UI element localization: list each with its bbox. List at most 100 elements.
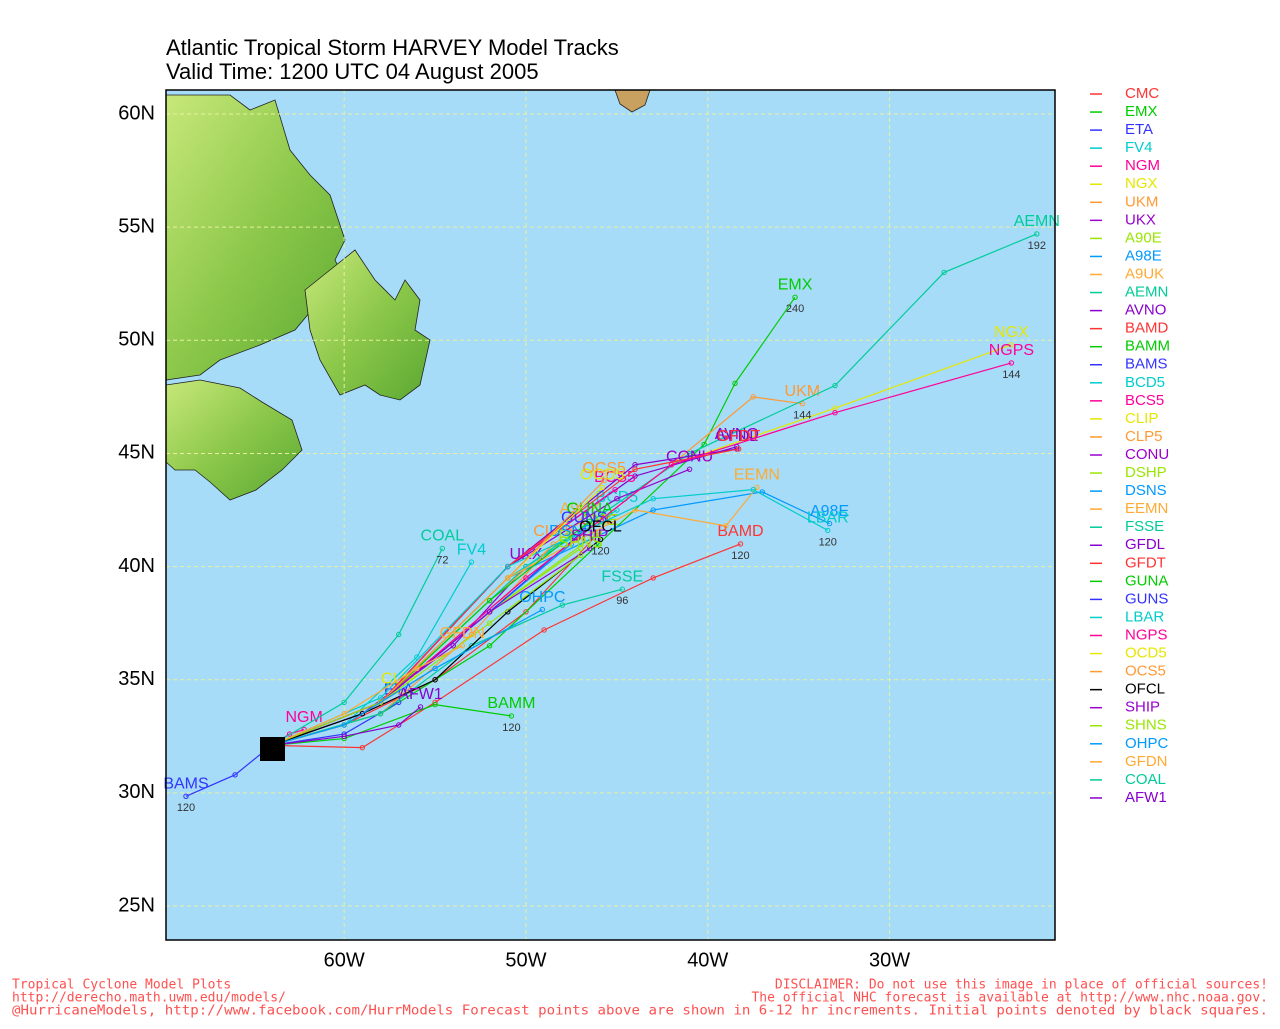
legend-label: BAMD bbox=[1125, 320, 1169, 337]
track-label: UKM bbox=[785, 383, 821, 400]
track-point bbox=[941, 269, 947, 276]
legend-label: SHNS bbox=[1125, 717, 1167, 734]
legend-label: GFDN bbox=[1125, 753, 1168, 770]
lat-tick-label: 40N bbox=[118, 555, 155, 577]
legend-label: A9UK bbox=[1125, 265, 1164, 282]
lon-tick-label: 60W bbox=[324, 949, 365, 971]
track-label: BAMD bbox=[717, 523, 763, 540]
track bbox=[271, 543, 741, 749]
track-label: A98E bbox=[810, 503, 849, 520]
frame bbox=[165, 89, 1056, 941]
track-point bbox=[468, 559, 475, 565]
lat-tick-label: 50N bbox=[118, 329, 155, 351]
track-point bbox=[577, 552, 584, 558]
lat-tick-label: 55N bbox=[118, 215, 155, 237]
track-point bbox=[601, 477, 607, 484]
track-label: AEMN bbox=[1014, 213, 1060, 230]
track-label: OCS5 bbox=[582, 460, 626, 477]
track-point bbox=[577, 545, 584, 552]
track-point bbox=[686, 466, 693, 472]
track-point bbox=[650, 507, 656, 513]
forecast-hour: 120 bbox=[731, 550, 749, 562]
track-label: EEMN bbox=[734, 467, 780, 484]
title: Atlantic Tropical Storm HARVEY Model Tra… bbox=[166, 35, 619, 60]
legend-label: A90E bbox=[1125, 229, 1162, 246]
track-point bbox=[632, 466, 638, 472]
legend-label: UKM bbox=[1125, 193, 1158, 210]
legend-label: NGPS bbox=[1125, 626, 1168, 643]
track-point bbox=[595, 541, 602, 547]
legend-label: COAL bbox=[1125, 771, 1166, 788]
labrador bbox=[165, 94, 351, 381]
track-label: GUNA bbox=[566, 501, 613, 518]
track-point bbox=[432, 677, 438, 683]
track-point bbox=[341, 710, 347, 717]
legend-label: BAMM bbox=[1125, 338, 1170, 355]
legend-label: UKX bbox=[1125, 211, 1156, 228]
forecast-hour: 192 bbox=[1028, 240, 1046, 252]
track-point bbox=[523, 575, 529, 581]
track-point bbox=[614, 496, 620, 502]
track-point bbox=[414, 665, 420, 672]
forecast-hour: 120 bbox=[591, 545, 609, 557]
track-point bbox=[439, 545, 446, 552]
legend-label: BCS5 bbox=[1125, 392, 1164, 409]
track-label: BAMS bbox=[163, 776, 208, 793]
legend-label: CMC bbox=[1125, 85, 1159, 102]
track-point bbox=[826, 520, 833, 527]
track-label: OHPC bbox=[519, 589, 565, 606]
legend-label: EEMN bbox=[1125, 500, 1168, 517]
lon-tick-label: 50W bbox=[505, 949, 546, 971]
legend-label: EMX bbox=[1125, 103, 1158, 120]
track-point bbox=[650, 496, 656, 502]
tracks: CMCEMX240ETAFV4NGMNGXUKM144UKXA90EA98EA9… bbox=[163, 213, 1060, 814]
legend-label: BCD5 bbox=[1125, 374, 1165, 391]
track-point bbox=[750, 486, 756, 493]
footer-left: Tropical Cyclone Model Plots bbox=[12, 978, 231, 993]
track-label: COAL bbox=[421, 528, 465, 545]
track-label: LBAR bbox=[807, 510, 849, 527]
track-point bbox=[341, 733, 347, 740]
track-point bbox=[396, 722, 402, 728]
lat-tick-label: 60N bbox=[118, 102, 155, 124]
legend-label: OCS5 bbox=[1125, 663, 1166, 680]
track-label: NGM bbox=[286, 709, 323, 726]
forecast-hour: 240 bbox=[786, 303, 804, 315]
track-point bbox=[832, 410, 838, 416]
legend-label: ETA bbox=[1125, 121, 1153, 138]
track-point bbox=[486, 620, 493, 626]
legend-label: AVNO bbox=[1125, 302, 1166, 319]
track-label: BCD5 bbox=[596, 489, 639, 506]
track-point bbox=[577, 518, 584, 525]
track-point bbox=[1008, 360, 1015, 366]
track bbox=[271, 645, 463, 746]
legend-label: NGX bbox=[1125, 175, 1158, 192]
track bbox=[271, 706, 421, 746]
track-point bbox=[486, 643, 493, 649]
footer-left: http://derecho.math.uwm.edu/models/ bbox=[12, 991, 286, 1006]
track-point bbox=[612, 486, 618, 493]
legend-label: A98E bbox=[1125, 247, 1162, 264]
track-point bbox=[486, 609, 493, 615]
footer-right: The official NHC forecast is available a… bbox=[751, 991, 1268, 1006]
track-label: AFW1 bbox=[398, 686, 443, 703]
track-point bbox=[432, 701, 438, 708]
track-point bbox=[417, 704, 424, 710]
legend-label: GUNA bbox=[1125, 572, 1168, 589]
track-point bbox=[450, 643, 456, 649]
track-point bbox=[359, 710, 366, 717]
legend-label: NGM bbox=[1125, 157, 1160, 174]
track-point bbox=[341, 699, 347, 706]
lat-tick-label: 35N bbox=[118, 668, 155, 690]
legend-label: GFDL bbox=[1125, 536, 1165, 553]
forecast-hour: 144 bbox=[793, 410, 811, 422]
track-point bbox=[750, 394, 756, 400]
track bbox=[271, 538, 601, 746]
track-point bbox=[619, 586, 626, 592]
legend-label: FV4 bbox=[1125, 139, 1153, 156]
forecast-hour: 96 bbox=[616, 595, 628, 607]
track-label: OFCL bbox=[579, 519, 622, 536]
forecast-hour: 72 bbox=[436, 554, 448, 566]
legend-label: AFW1 bbox=[1125, 789, 1167, 806]
